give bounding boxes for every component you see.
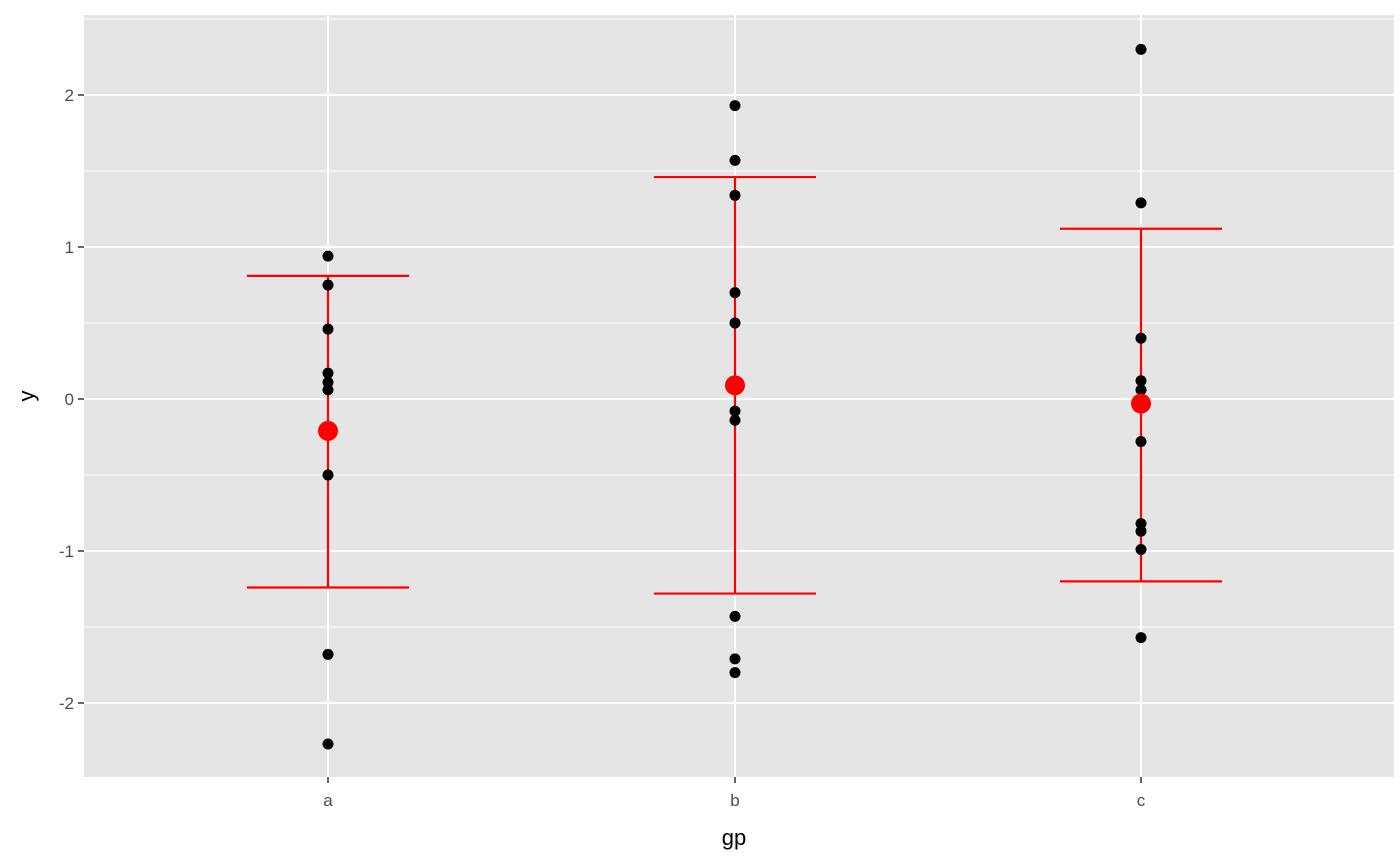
data-point-a [322,279,334,291]
mean-point-b [725,375,745,396]
y-tick-label: 1 [65,238,74,257]
mean-points [318,375,1151,441]
data-point-c [1135,436,1147,448]
data-point-c [1135,332,1147,344]
data-point-b [729,189,741,201]
data-point-b [729,154,741,166]
y-axis-title: y [14,391,39,402]
data-point-a [322,323,334,335]
data-point-a [322,376,334,388]
data-point-c [1135,43,1147,55]
data-point-a [322,469,334,481]
x-tick-label: c [1137,791,1146,810]
data-point-b [729,667,741,679]
data-point-c [1135,543,1147,555]
x-tick-label: a [323,791,333,810]
y-tick-label: 0 [65,390,74,409]
data-point-a [322,648,334,660]
data-point-a [322,250,334,262]
data-point-b [729,405,741,417]
mean-point-a [318,420,338,441]
data-point-a [322,367,334,379]
mean-point-c [1131,393,1151,414]
data-point-c [1135,384,1147,396]
y-axis: -2 -1 0 1 2 [59,86,84,713]
data-point-c [1135,197,1147,209]
data-point-b [729,414,741,426]
data-point-c [1135,518,1147,530]
y-tick-label: -2 [59,694,74,713]
y-tick-label: 2 [65,86,74,105]
data-point-c [1135,525,1147,537]
y-tick-label: -1 [59,542,74,561]
x-axis: a b c [323,777,1146,810]
x-tick-label: b [730,791,739,810]
data-point-b [729,317,741,329]
data-point-b [729,287,741,299]
data-point-b [729,100,741,112]
data-point-b [729,653,741,665]
data-point-a [322,384,334,396]
plot-panel [84,15,1394,777]
data-point-c [1135,632,1147,644]
data-point-b [729,610,741,622]
x-axis-title: gp [722,825,746,850]
data-points [322,43,1147,750]
data-point-a [322,738,334,750]
data-point-c [1135,375,1147,387]
